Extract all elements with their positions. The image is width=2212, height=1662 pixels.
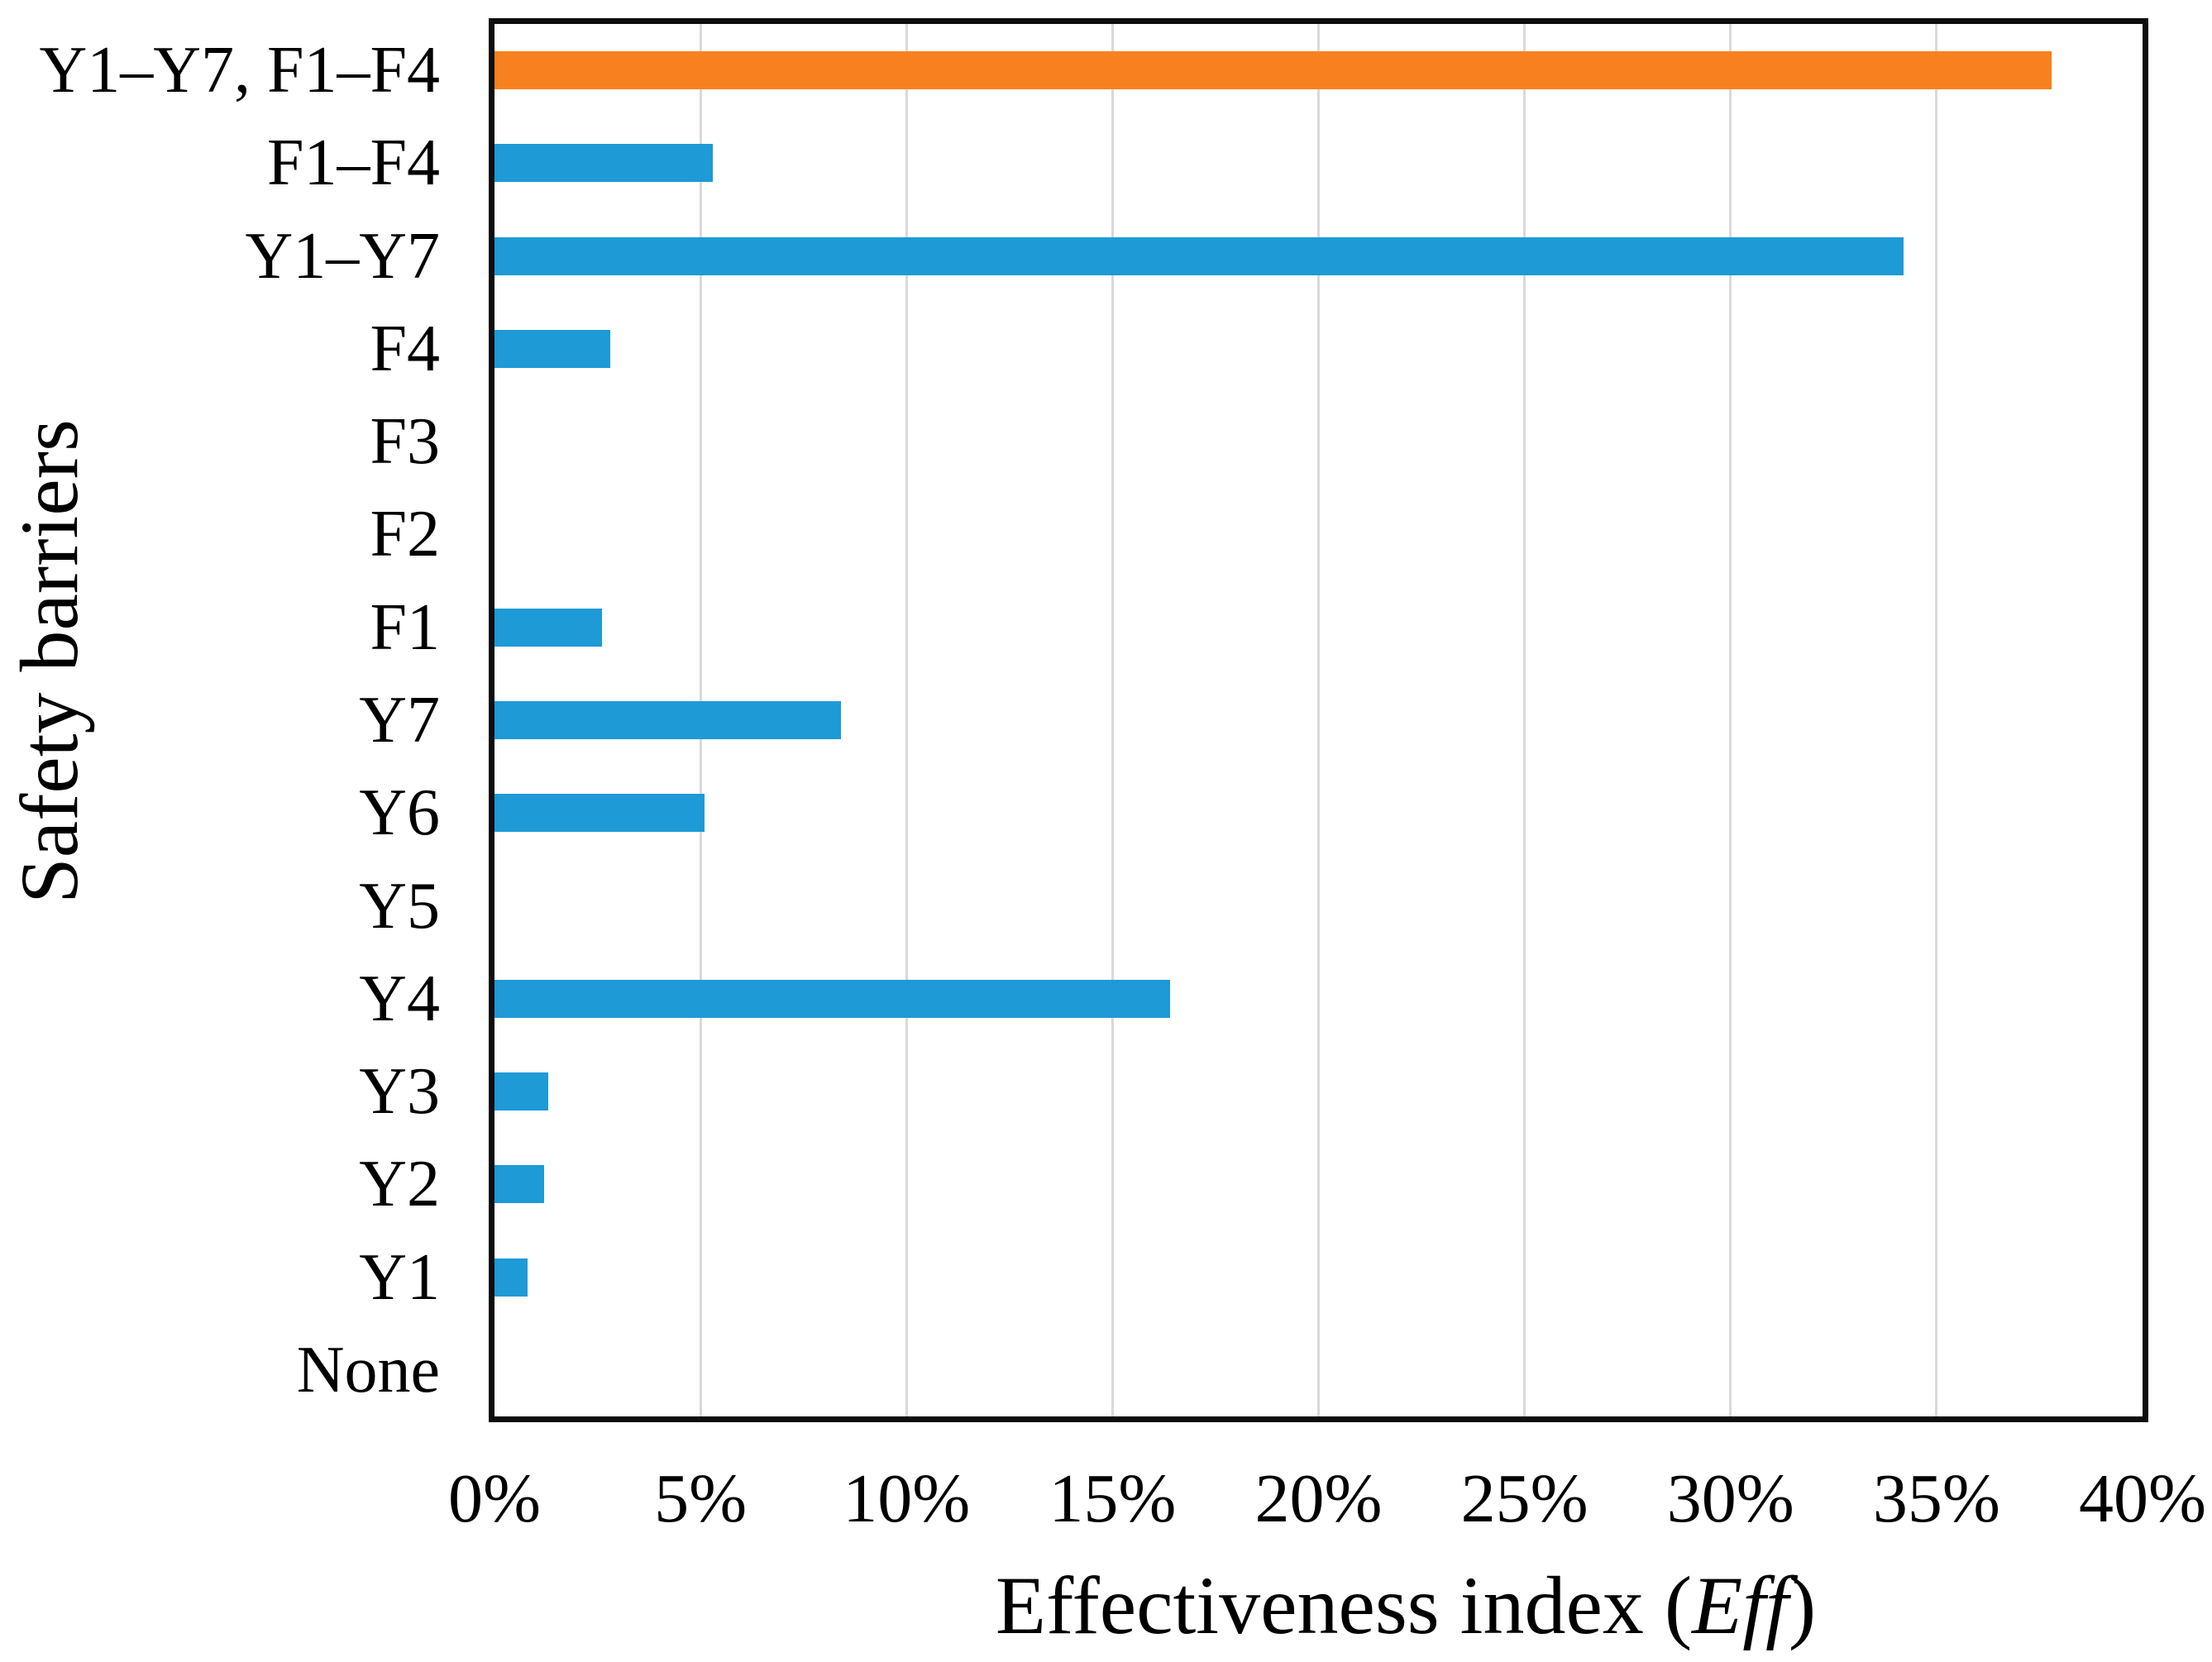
x-axis-title-suffix: ) [1788, 1559, 1817, 1651]
x-tick-label-40-percent: 40% [2079, 1460, 2206, 1537]
bar-f1 [494, 608, 602, 647]
bar-y1-y7-f1-f4 [494, 51, 2052, 90]
plot-area [489, 18, 2148, 1422]
gridline-10-percent [905, 24, 908, 1416]
x-tick-label-15-percent: 15% [1049, 1460, 1177, 1537]
y-category-label-y3: Y3 [359, 1055, 440, 1129]
bar-y2 [494, 1165, 544, 1204]
x-tick-label-5-percent: 5% [654, 1460, 748, 1537]
y-category-label-f1-f4: F1–F4 [267, 127, 440, 200]
y-category-label-y1-y7: Y1–Y7 [245, 219, 440, 293]
y-category-label-y6: Y6 [359, 776, 440, 850]
bar-f4 [494, 329, 610, 368]
y-category-label-y2: Y2 [359, 1148, 440, 1221]
x-tick-label-10-percent: 10% [843, 1460, 971, 1537]
x-tick-labels: 0% 5% 10% 15% 20% 25% 30% 35% 40% [448, 1454, 2206, 1545]
x-axis-title-prefix: Effectiveness index ( [995, 1559, 1693, 1651]
x-tick-label-20-percent: 20% [1254, 1460, 1383, 1537]
gridline-30-percent [1729, 24, 1732, 1416]
bar-y6 [494, 794, 705, 833]
y-category-label-f3: F3 [370, 405, 441, 479]
bar-f1-f4 [494, 144, 714, 183]
bar-y4 [494, 979, 1171, 1018]
gridline-20-percent [1317, 24, 1320, 1416]
bar-y1-y7 [494, 236, 1904, 275]
gridline-15-percent [1111, 24, 1114, 1416]
y-category-label-y7: Y7 [359, 684, 440, 757]
y-category-label-none: None [296, 1333, 440, 1406]
y-category-label-f1: F1 [370, 590, 441, 664]
y-category-label-y1: Y1 [359, 1240, 440, 1314]
x-axis-title: Effectiveness index (Eff) [996, 1556, 1816, 1655]
x-axis-title-italic: Eff [1692, 1559, 1789, 1651]
bar-y3 [494, 1072, 548, 1111]
gridline-35-percent [1935, 24, 1938, 1416]
x-tick-label-30-percent: 30% [1666, 1460, 1794, 1537]
y-category-label-f4: F4 [370, 312, 441, 385]
bar-y7 [494, 701, 841, 739]
y-category-label-y5: Y5 [359, 869, 440, 943]
x-tick-label-25-percent: 25% [1460, 1460, 1589, 1537]
gridline-25-percent [1523, 24, 1526, 1416]
y-category-labels: Y1–Y7, F1–F4 F1–F4 Y1–Y7 F4 F3 F2 F1 Y7 Y6 Y5 Y4 Y3… [0, 24, 440, 1416]
y-category-label-y1-y7-f1-f4: Y1–Y7, F1–F4 [39, 34, 440, 107]
bar-y1 [494, 1258, 528, 1297]
y-category-label-f2: F2 [370, 498, 441, 571]
x-tick-label-0-percent: 0% [448, 1460, 541, 1537]
y-category-label-y4: Y4 [359, 962, 440, 1035]
x-tick-label-35-percent: 35% [1872, 1460, 2000, 1537]
